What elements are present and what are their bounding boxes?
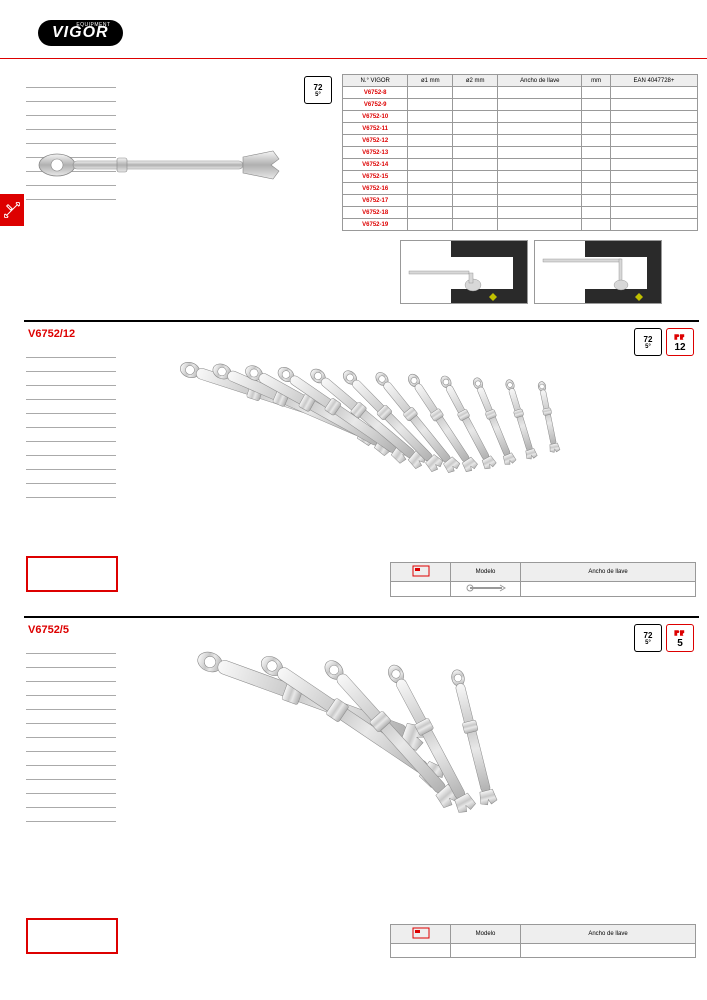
- table-row: V6752-8: [343, 87, 698, 99]
- section-title-5: V6752/5: [28, 624, 69, 636]
- section-title-12: V6752/12: [28, 328, 75, 340]
- table-row: V6752-18: [343, 207, 698, 219]
- price-frame-s1: [26, 556, 118, 592]
- wrench-mini-icon: [466, 584, 506, 592]
- summary-table-s2: Modelo Ancho de llave: [390, 924, 696, 958]
- header-red-bar: [0, 58, 707, 59]
- spec-pieces-badge-s1: 12: [666, 328, 694, 356]
- spec-72-top: 72: [314, 83, 323, 92]
- table-row: V6752-15: [343, 171, 698, 183]
- puzzle-icon: [673, 332, 687, 342]
- usage-illustration-2: [534, 240, 662, 304]
- table-row: V6752-9: [343, 99, 698, 111]
- th-ean: EAN 4047728+: [610, 75, 697, 87]
- table-row: V6752-16: [343, 183, 698, 195]
- th-ancho-s2: Ancho de llave: [521, 925, 696, 944]
- th-modelo-s1: Modelo: [451, 563, 521, 582]
- section-divider-2: [24, 616, 699, 618]
- table-row: V6752-10: [343, 111, 698, 123]
- table-row: V6752-11: [343, 123, 698, 135]
- usage-illustrations: [400, 240, 662, 304]
- th-o1: ø1 mm: [408, 75, 453, 87]
- usage-illustration-1: [400, 240, 528, 304]
- spec-pieces-badge-s2: 5: [666, 624, 694, 652]
- wrench-set-5-image: [150, 636, 530, 896]
- th-mm: mm: [582, 75, 610, 87]
- th-o2: ø2 mm: [453, 75, 498, 87]
- th-vigor: N.° VIGOR: [343, 75, 408, 87]
- puzzle-icon: [673, 628, 687, 638]
- table-row: [391, 944, 696, 958]
- th-ancho: Ancho de llave: [498, 75, 582, 87]
- spec-72-badge-top: 72 5°: [304, 76, 332, 104]
- table-row: V6752-14: [343, 159, 698, 171]
- sidebar-tools-icon: [0, 194, 24, 226]
- spec-72-bot: 5°: [315, 92, 321, 98]
- wrench-screwdriver-icon: [4, 202, 20, 218]
- th-icon-s2: [391, 925, 451, 944]
- hero-wrench-image: [35, 145, 285, 185]
- left-spec-column-s1: [26, 344, 116, 498]
- wrench-set-12-image: [150, 346, 570, 556]
- left-spec-column-s2: [26, 640, 116, 822]
- th-modelo-s2: Modelo: [451, 925, 521, 944]
- th-icon-s1: [391, 563, 451, 582]
- pieces-count-12: 12: [674, 342, 685, 353]
- spec-table-main: N.° VIGOR ø1 mm ø2 mm Ancho de llave mm …: [342, 74, 698, 231]
- spec-72-badge-s1: 72 5°: [634, 328, 662, 356]
- logo-badge: EQUIPMENT VIGOR: [38, 20, 123, 46]
- logo-subtext: EQUIPMENT: [76, 22, 110, 28]
- table-row: V6752-17: [343, 195, 698, 207]
- summary-table-s1: Modelo Ancho de llave: [390, 562, 696, 597]
- table-row: V6752-19: [343, 219, 698, 231]
- th-ancho-s1: Ancho de llave: [521, 563, 696, 582]
- price-frame-s2: [26, 918, 118, 954]
- table-row: V6752-13: [343, 147, 698, 159]
- table-row: V6752-12: [343, 135, 698, 147]
- pieces-count-5: 5: [677, 638, 683, 649]
- spec-72-badge-s2: 72 5°: [634, 624, 662, 652]
- logo-area: EQUIPMENT VIGOR: [38, 20, 123, 46]
- section-divider-1: [24, 320, 699, 322]
- table-row: [391, 582, 696, 597]
